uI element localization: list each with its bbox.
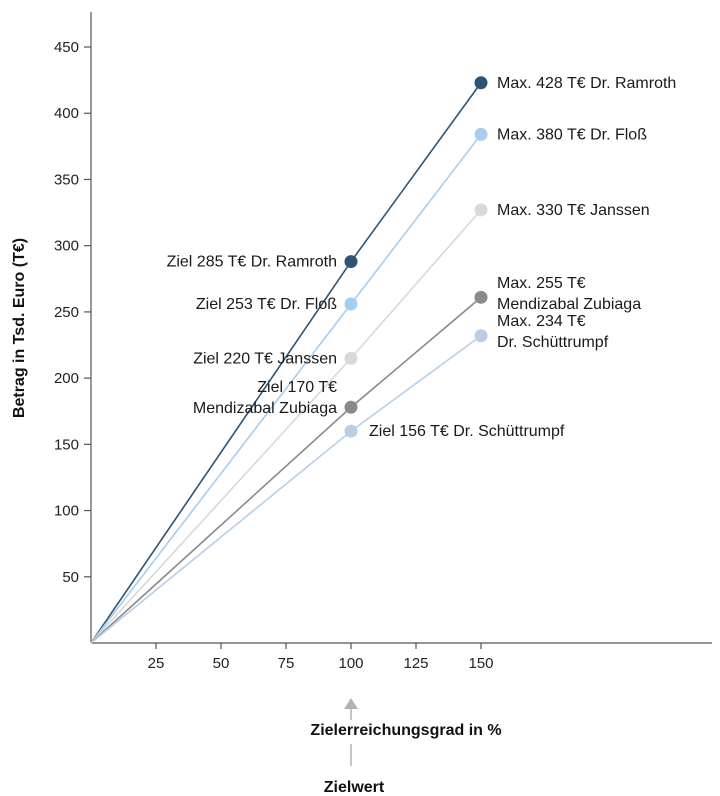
data-label: Max. 330 T€ Janssen bbox=[497, 202, 650, 219]
x-tick-label: 150 bbox=[468, 655, 493, 672]
data-point bbox=[344, 424, 358, 438]
data-label: Ziel 285 T€ Dr. Ramroth bbox=[167, 254, 337, 271]
x-tick-label: 25 bbox=[148, 655, 165, 672]
data-label: Ziel 220 T€ Janssen bbox=[193, 350, 337, 367]
y-tick-label: 200 bbox=[54, 370, 79, 387]
data-point bbox=[474, 127, 488, 141]
y-tick-label: 350 bbox=[54, 171, 79, 188]
data-point bbox=[344, 351, 358, 365]
data-point bbox=[344, 255, 358, 269]
data-label: Max. 255 T€ bbox=[497, 275, 586, 292]
data-label: Max. 428 T€ Dr. Ramroth bbox=[497, 75, 676, 92]
axes: 50 100 150 200 250 300 350 400 450 25 50 75 100 125 15… bbox=[54, 12, 712, 672]
y-tick-label: 250 bbox=[54, 304, 79, 321]
data-label: Mendizabal Zubiaga bbox=[193, 400, 337, 417]
series-points bbox=[344, 76, 488, 438]
y-tick-label: 100 bbox=[54, 503, 79, 520]
data-point bbox=[474, 203, 488, 217]
y-tick-label: 400 bbox=[54, 105, 79, 122]
data-label: Mendizabal Zubiaga bbox=[497, 296, 641, 313]
data-label: Ziel 253 T€ Dr. Floß bbox=[196, 296, 337, 313]
target-value-label: Zielwert bbox=[324, 779, 385, 796]
data-point bbox=[474, 290, 488, 304]
y-tick-label: 50 bbox=[62, 569, 79, 586]
data-point bbox=[474, 76, 488, 90]
x-tick-label: 50 bbox=[213, 655, 230, 672]
data-point bbox=[344, 297, 358, 311]
x-tick-label: 125 bbox=[403, 655, 428, 672]
series-line bbox=[90, 296, 482, 644]
data-point bbox=[344, 400, 358, 414]
data-label: Max. 380 T€ Dr. Floß bbox=[497, 126, 647, 143]
data-label: Dr. Schüttrumpf bbox=[497, 334, 609, 351]
axis-titles: Betrag in Tsd. Euro (T€) Zielerreichungsg… bbox=[11, 238, 502, 796]
annotations: Ziel 285 T€ Dr. Ramroth Max. 428 T€ Dr. R… bbox=[167, 75, 677, 440]
y-axis-title: Betrag in Tsd. Euro (T€) bbox=[11, 238, 28, 418]
x-tick-label: 75 bbox=[278, 655, 295, 672]
target-arrow-icon bbox=[344, 698, 358, 709]
data-point bbox=[474, 329, 488, 343]
y-tick-label: 300 bbox=[54, 238, 79, 255]
x-tick-label: 100 bbox=[338, 655, 363, 672]
y-tick-label: 150 bbox=[54, 436, 79, 453]
data-label: Ziel 170 T€ bbox=[257, 379, 337, 396]
data-label: Ziel 156 T€ Dr. Schüttrumpf bbox=[369, 423, 565, 440]
data-label: Max. 234 T€ bbox=[497, 313, 586, 330]
x-axis-title: Zielerreichungsgrad in % bbox=[310, 722, 501, 739]
y-tick-label: 450 bbox=[54, 39, 79, 56]
